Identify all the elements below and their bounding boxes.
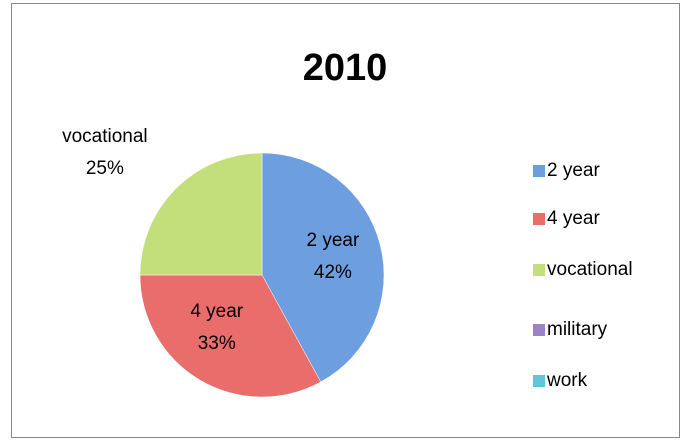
pie-slice [139,152,263,276]
legend-swatch [533,165,545,177]
legend-swatch [533,264,545,276]
legend-label: work [546,370,588,391]
chart-title: 2010 [303,47,388,89]
slice-label-value: 33% [198,333,236,354]
legend-label: 2 year [547,160,600,181]
slice-label-name: vocational [62,126,148,147]
legend-label: military [547,319,608,340]
slice-label-value: 42% [314,262,352,283]
legend-label: vocational [547,259,633,280]
pie-slice [139,274,322,398]
legend-label: 4 year [547,208,600,229]
legend-swatch [533,375,545,387]
legend-swatch [533,324,545,336]
legend-swatch [533,213,545,225]
pie-slice [261,152,385,383]
slice-label-name: 2 year [306,230,359,251]
slice-label-name: 4 year [190,301,243,322]
slice-label-value: 25% [86,158,124,179]
